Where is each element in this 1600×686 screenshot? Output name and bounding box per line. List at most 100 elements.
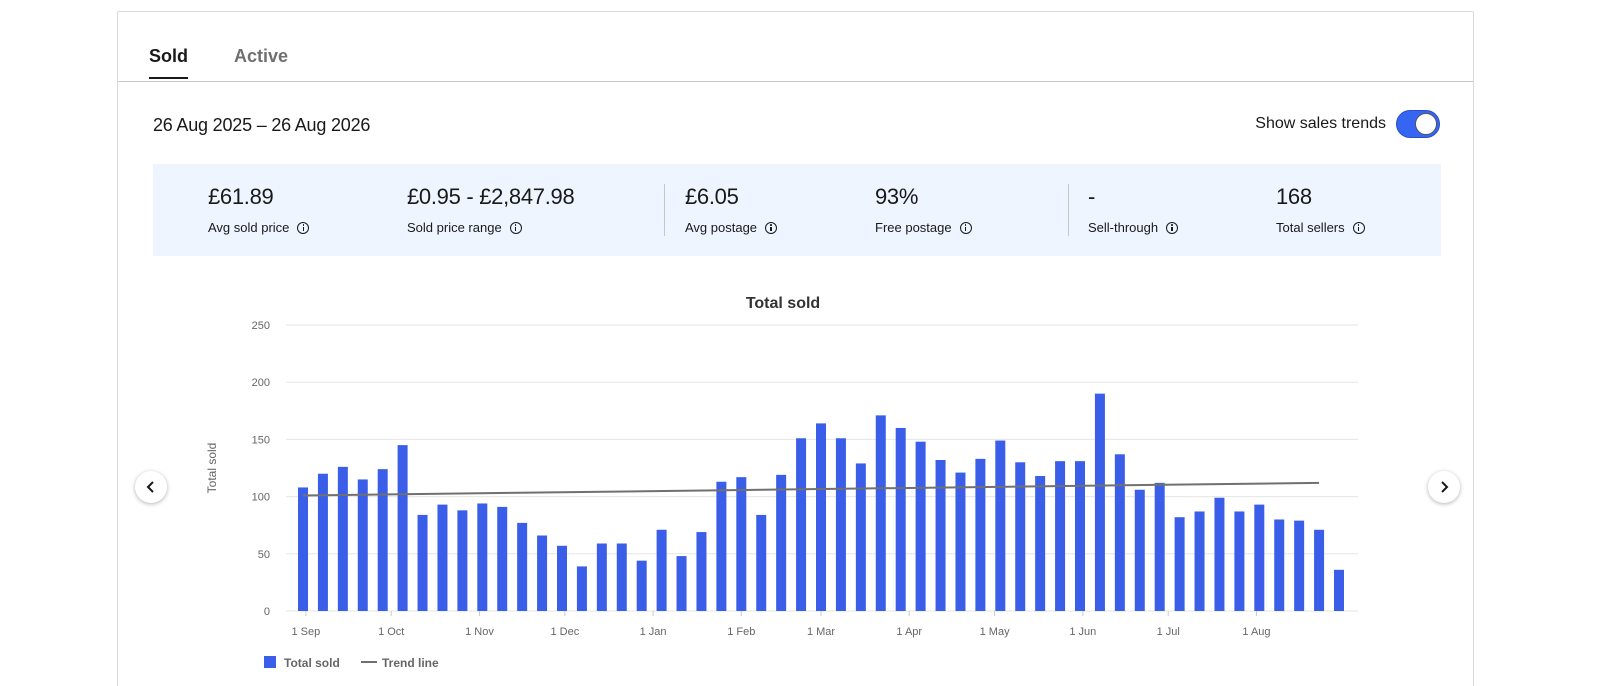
- bar[interactable]: [377, 469, 388, 611]
- bar[interactable]: [915, 441, 926, 611]
- bar[interactable]: [1174, 517, 1185, 611]
- next-chart-button[interactable]: [1428, 471, 1460, 503]
- bar[interactable]: [576, 566, 587, 611]
- total-sold-chart: Total sold Total sold 0 50 100 150 200 250 1 …: [198, 280, 1408, 686]
- info-icon[interactable]: [1166, 221, 1179, 234]
- stats-divider: [664, 184, 665, 236]
- bar[interactable]: [1194, 511, 1205, 611]
- stat-label: Sold price range: [407, 220, 502, 235]
- bar[interactable]: [895, 427, 906, 611]
- bar[interactable]: [676, 556, 687, 611]
- bar[interactable]: [955, 472, 966, 611]
- bar[interactable]: [995, 440, 1006, 611]
- bar[interactable]: [875, 415, 886, 611]
- legend-label-trend-line[interactable]: Trend line: [382, 656, 439, 670]
- bar[interactable]: [457, 510, 468, 611]
- stat-value: 93%: [875, 184, 919, 209]
- bar[interactable]: [1015, 462, 1026, 611]
- info-icon[interactable]: [297, 221, 310, 234]
- bar[interactable]: [1154, 482, 1165, 611]
- sales-trends-toggle-group: Show sales trends: [1255, 110, 1440, 138]
- bar[interactable]: [1234, 511, 1245, 611]
- tab-active[interactable]: Active: [234, 46, 289, 66]
- bar[interactable]: [497, 506, 508, 611]
- info-icon[interactable]: [765, 221, 778, 234]
- bar[interactable]: [1094, 393, 1105, 611]
- bar-layer: [298, 393, 1344, 611]
- y-tick-label: 0: [264, 606, 270, 618]
- x-tick-label: 1 Jun: [1069, 626, 1096, 638]
- bar[interactable]: [616, 543, 627, 611]
- bar[interactable]: [557, 545, 567, 611]
- date-range: 26 Aug 2025 – 26 Aug 2026: [153, 115, 371, 135]
- trend-layer: [302, 481, 1320, 497]
- bar[interactable]: [1114, 454, 1125, 611]
- stat-free-postage: 93% Free postage: [875, 184, 972, 235]
- bar[interactable]: [656, 529, 667, 611]
- info-icon[interactable]: [1352, 221, 1365, 234]
- stat-value: £6.05: [685, 184, 739, 209]
- bar[interactable]: [1314, 529, 1325, 611]
- bar[interactable]: [796, 438, 807, 611]
- stat-label: Free postage: [875, 220, 952, 235]
- bar[interactable]: [736, 477, 747, 611]
- bar[interactable]: [855, 463, 866, 611]
- bar[interactable]: [716, 481, 727, 611]
- stat-total-sellers: 168 Total sellers: [1276, 184, 1365, 235]
- info-icon[interactable]: [959, 221, 972, 234]
- bar[interactable]: [1055, 461, 1066, 611]
- prev-chart-button[interactable]: [135, 471, 167, 503]
- stat-avg-postage: £6.05 Avg postage: [685, 184, 778, 235]
- stat-value: £0.95 - £2,847.98: [407, 184, 575, 209]
- legend-label-total-sold[interactable]: Total sold: [284, 656, 340, 670]
- tab-sold[interactable]: Sold: [149, 46, 188, 79]
- trend-line: [302, 481, 1320, 497]
- bar[interactable]: [1134, 489, 1145, 611]
- bar[interactable]: [816, 423, 826, 611]
- bar[interactable]: [337, 466, 348, 611]
- x-tick-label: 1 Mar: [807, 626, 835, 638]
- bar[interactable]: [1035, 476, 1046, 611]
- bar[interactable]: [835, 438, 846, 611]
- bar[interactable]: [357, 479, 368, 611]
- stat-sold-price-range: £0.95 - £2,847.98 Sold price range: [407, 184, 575, 235]
- legend-swatch-total-sold: [264, 656, 276, 668]
- x-tick-label: 1 Feb: [727, 626, 755, 638]
- stat-label: Total sellers: [1276, 220, 1345, 235]
- bar[interactable]: [636, 560, 647, 611]
- stat-value: £61.89: [208, 184, 274, 209]
- bar[interactable]: [975, 458, 986, 611]
- y-tick-label: 50: [258, 549, 270, 561]
- bar[interactable]: [1075, 461, 1085, 611]
- sales-trends-switch[interactable]: [1396, 110, 1440, 138]
- bar[interactable]: [397, 445, 408, 611]
- bar[interactable]: [317, 473, 328, 611]
- bar[interactable]: [1294, 520, 1305, 611]
- bar[interactable]: [298, 487, 308, 611]
- bar[interactable]: [417, 514, 428, 611]
- stats-divider: [1068, 184, 1069, 236]
- y-tick-label: 250: [252, 320, 270, 332]
- x-tick-label: 1 May: [980, 626, 1010, 638]
- bar[interactable]: [696, 532, 707, 611]
- chart-title: Total sold: [746, 295, 820, 312]
- bar[interactable]: [596, 543, 607, 611]
- bar[interactable]: [477, 503, 488, 611]
- bar[interactable]: [756, 514, 767, 611]
- bar[interactable]: [1334, 569, 1344, 611]
- bar[interactable]: [776, 474, 787, 611]
- x-tick-layer: 1 Sep 1 Oct 1 Nov 1 Dec 1 Jan 1 Feb 1 Mar 1 Apr…: [291, 611, 1271, 638]
- x-tick-label: 1 Aug: [1242, 626, 1270, 638]
- bar[interactable]: [935, 459, 946, 611]
- bar[interactable]: [1254, 504, 1265, 611]
- x-tick-label: 1 Jan: [640, 626, 667, 638]
- x-tick-label: 1 Apr: [896, 626, 922, 638]
- bar[interactable]: [537, 535, 548, 611]
- bar[interactable]: [437, 504, 448, 611]
- bar[interactable]: [1214, 497, 1225, 611]
- x-tick-label: 1 Nov: [465, 626, 494, 638]
- legend: Total sold Trend line: [264, 656, 439, 670]
- bar[interactable]: [517, 522, 528, 611]
- bar[interactable]: [1274, 519, 1285, 611]
- info-icon[interactable]: [509, 221, 522, 234]
